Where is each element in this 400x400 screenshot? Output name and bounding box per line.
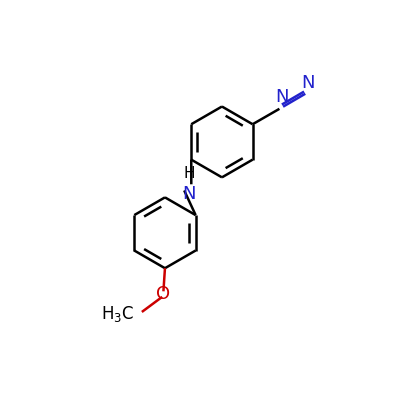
Text: H: H bbox=[183, 166, 194, 181]
Text: N: N bbox=[301, 74, 315, 92]
Text: N: N bbox=[182, 185, 196, 203]
Text: H$_3$C: H$_3$C bbox=[101, 304, 134, 324]
Text: N: N bbox=[275, 88, 289, 106]
Text: O: O bbox=[156, 286, 170, 303]
